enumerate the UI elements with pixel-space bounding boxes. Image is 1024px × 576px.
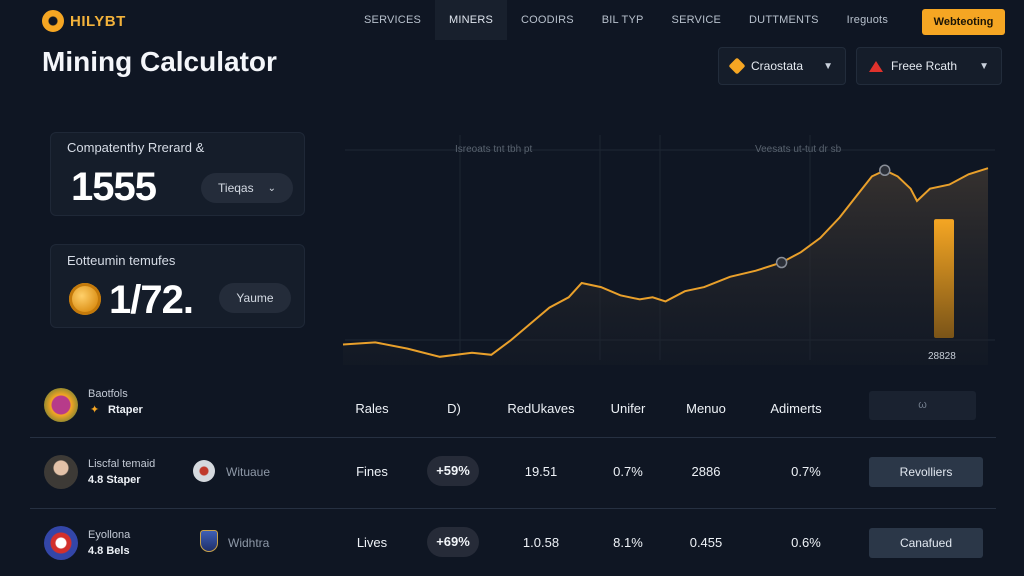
nav-item-duttments[interactable]: DUTTMENTS	[749, 14, 819, 26]
row-rates: Fines	[356, 464, 388, 479]
fee-select-label: Freee Rcath	[891, 59, 958, 73]
brand-name: HILYBT	[70, 12, 126, 30]
row-rewards: 1.0.58	[522, 535, 560, 550]
row-unifier: 0.7%	[613, 464, 643, 479]
cta-button[interactable]: Webteoting	[922, 9, 1005, 35]
col-header-adjust[interactable]: Adimerts	[770, 401, 822, 416]
row-sub-label: Widhtra	[228, 536, 270, 550]
logo-icon	[42, 10, 64, 32]
estimate-card-label: Eotteumin temufes	[67, 253, 176, 268]
volume-button[interactable]: Yaume	[219, 283, 291, 313]
chevron-down-icon: ▼	[823, 60, 833, 72]
avatar	[44, 455, 78, 489]
nav-item-service[interactable]: SERVICE	[671, 14, 722, 26]
row-change-badge: +59%	[427, 456, 479, 486]
chart-bar	[934, 219, 954, 338]
row-action-button[interactable]: Revolliers	[869, 457, 983, 487]
row-menu: 0.455	[689, 535, 723, 550]
chart-area	[343, 168, 988, 365]
period-dropdown-label: Tieqas	[218, 181, 254, 195]
row-user-rating: 4.8 Staper	[88, 474, 141, 486]
chart-series-line	[342, 167, 989, 358]
row-menu: 2886	[691, 464, 721, 479]
row-sub-label: Wituaue	[226, 465, 271, 479]
col-header-menu[interactable]: Menuo	[686, 401, 726, 416]
main-nav: SERVICES MINERS COODIRS BIL TYP SERVICE …	[350, 0, 902, 40]
reward-card-label: Compatenthy Rrerard &	[67, 140, 205, 155]
coin-select-label: Craostata	[751, 59, 804, 73]
gold-coin-icon	[69, 283, 101, 315]
table-divider	[30, 437, 996, 438]
chart-annotation-2: Veesats ut-tut dr sb	[755, 144, 842, 155]
shield-icon	[200, 530, 218, 552]
reward-card-value: 1555	[71, 165, 157, 209]
row-user-name: Eyollona	[88, 529, 131, 541]
coin-select[interactable]: Craostata ▼	[718, 47, 846, 85]
avatar	[44, 526, 78, 560]
header-filter-box[interactable]: ω	[869, 391, 976, 420]
reward-card: Compatenthy Rrerard & 1555 Tieqas ⌄	[50, 132, 305, 216]
row-adjust: 0.6%	[791, 535, 821, 550]
row-action-button[interactable]: Canafued	[869, 528, 983, 558]
chart-marker-2	[775, 256, 788, 269]
estimate-card-value: 1/72.	[109, 278, 194, 322]
table-divider	[30, 508, 996, 509]
period-dropdown[interactable]: Tieqas ⌄	[201, 173, 293, 203]
row-user-rating: 4.8 Bels	[88, 545, 130, 557]
mining-chart: Isreoats tnt tbh pt Veesats ut-tut dr sb…	[342, 135, 995, 365]
brand-logo[interactable]: HILYBT	[42, 10, 126, 32]
row-unifier: 8.1%	[613, 535, 643, 550]
row-rates: Lives	[356, 535, 388, 550]
ribbon-icon: ✦	[90, 404, 100, 416]
nav-item-bil-typ[interactable]: BIL TYP	[601, 14, 644, 26]
warning-triangle-icon	[869, 60, 883, 72]
chart-bar-label: 28828	[928, 351, 956, 362]
nav-item-miners[interactable]: MINERS	[435, 0, 508, 40]
row-adjust: 0.7%	[791, 464, 821, 479]
nav-item-services[interactable]: SERVICES	[364, 14, 422, 26]
chart-marker-1	[879, 164, 891, 176]
chart-annotation-1: Isreoats tnt tbh pt	[455, 144, 532, 155]
page-title: Mining Calculator	[42, 46, 277, 77]
col-header-unifier[interactable]: Unifer	[610, 401, 646, 416]
diamond-coin-icon	[728, 57, 746, 75]
top-bar: HILYBT SERVICES MINERS COODIRS BIL TYP S…	[0, 0, 1024, 44]
nav-item-coodirs[interactable]: COODIRS	[521, 14, 574, 26]
col-header-rates[interactable]: Rales	[355, 401, 389, 416]
header-user-line2: Rtaper	[108, 404, 143, 416]
row-rewards: 19.51	[524, 464, 558, 479]
nav-item-ireguots[interactable]: Ireguots	[846, 14, 889, 26]
estimate-card: Eotteumin temufes 1/72. Yaume	[50, 244, 305, 328]
chevron-down-icon: ⌄	[267, 182, 276, 194]
chevron-down-icon: ▼	[979, 60, 989, 72]
fee-select[interactable]: Freee Rcath ▼	[856, 47, 1002, 85]
chart-markers	[775, 164, 891, 269]
row-change-badge: +69%	[427, 527, 479, 557]
avatar	[44, 388, 78, 422]
col-header-d[interactable]: D)	[447, 401, 461, 416]
badge-icon	[193, 460, 215, 482]
col-header-rewards[interactable]: RedUkaves	[507, 401, 575, 416]
header-user-line1: Baotfols	[88, 388, 128, 400]
row-user-name: Liscfal temaid	[88, 458, 156, 470]
